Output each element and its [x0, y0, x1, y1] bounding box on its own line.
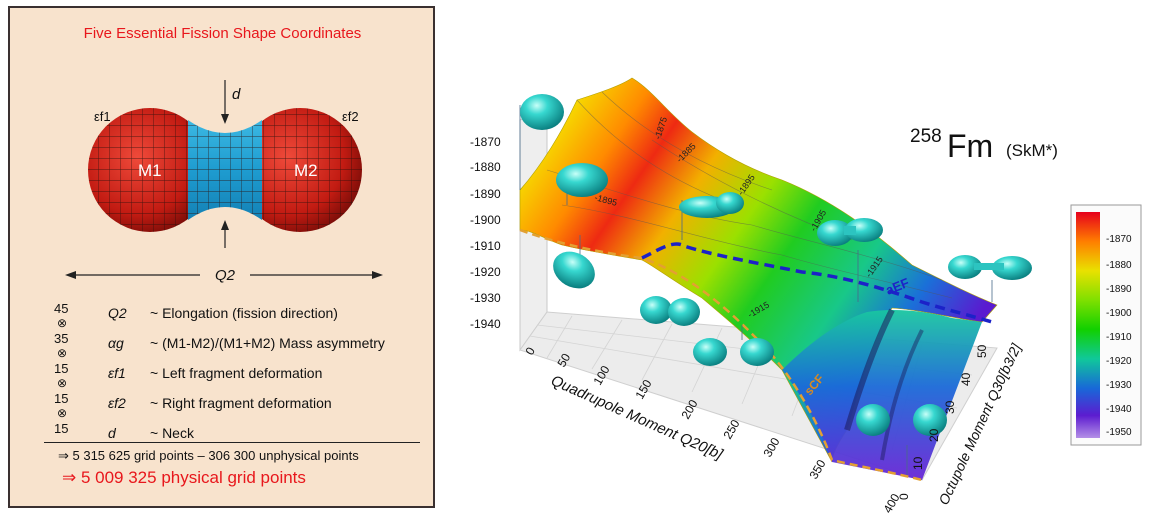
energy-surface: [519, 77, 998, 463]
spherical-shape: [520, 94, 564, 130]
coordinate-row: 15 d ~ Neck: [10, 421, 435, 451]
grid-count: 35: [54, 331, 69, 346]
necked-shape: [817, 218, 883, 246]
prolate-shape: [556, 163, 608, 197]
y-tick: 30: [943, 400, 957, 414]
y-tick: 0: [897, 493, 911, 500]
divider: [44, 442, 420, 443]
coordinate-description: ~ Right fragment deformation: [150, 395, 332, 411]
coordinate-row: 15 ⊗ εf2 ~ Right fragment deformation: [10, 391, 435, 421]
z-tick: -1920: [470, 265, 501, 279]
y-tick: 20: [927, 428, 941, 442]
pes-plot: -1875 -1885 -1895 -1895 -1905 -1915 -191…: [470, 77, 1142, 516]
eps-f1-label: εf1: [94, 109, 111, 124]
fragment-right-shape: [913, 404, 947, 436]
shape-coordinates-panel: Five Essential Fission Shape Coordinates…: [8, 6, 435, 508]
z-tick: -1880: [470, 160, 501, 174]
colorbar-tick: -1920: [1106, 356, 1132, 367]
colorbar-tick: -1950: [1106, 427, 1132, 438]
eps-f2-label: εf2: [342, 109, 359, 124]
coordinate-symbol: Q2: [108, 305, 127, 321]
grid-count: 15: [54, 391, 69, 406]
functional-label: (SkM*): [1006, 141, 1058, 160]
nuclear-shape-insets: [520, 94, 1032, 436]
q2-axis-label: Q2: [215, 267, 236, 284]
coordinate-symbol: εf1: [108, 365, 126, 381]
fission-valley: [782, 310, 982, 480]
x-tick: 50: [554, 351, 573, 370]
coordinate-symbol: d: [108, 425, 116, 441]
m1-label: M1: [138, 161, 162, 180]
x-tick: 300: [760, 435, 782, 460]
physical-grid-points: ⇒ 5 009 325 physical grid points: [62, 468, 306, 487]
grid-points-summary: ⇒ 5 315 625 grid points – 306 300 unphys…: [58, 448, 359, 463]
z-tick: -1900: [470, 213, 501, 227]
coordinate-symbol: εf2: [108, 395, 126, 411]
x-tick: 350: [806, 457, 828, 482]
nucleus-mass-number: 258: [910, 126, 942, 147]
coordinate-row: 35 ⊗ αg ~ (M1-M2)/(M1+M2) Mass asymmetry: [10, 331, 435, 361]
fission-shape-diagram: d M1 M2 εf1 εf2 Q2: [65, 80, 383, 284]
coordinate-description: ~ Left fragment deformation: [150, 365, 323, 381]
asymmetric-fission-path: [641, 242, 993, 324]
z-tick: -1910: [470, 239, 501, 253]
elongated-shape: [679, 192, 744, 218]
coordinate-description: ~ Elongation (fission direction): [150, 305, 338, 321]
colorbar-tick: -1870: [1106, 234, 1132, 245]
colorbar-tick: -1890: [1106, 284, 1132, 295]
z-tick: -1940: [470, 317, 501, 331]
grid-count: 45: [54, 301, 69, 316]
grid-count: 15: [54, 361, 69, 376]
colorbar-tick: -1940: [1106, 404, 1132, 415]
coordinate-row: 45 ⊗ Q2 ~ Elongation (fission direction): [10, 301, 435, 331]
y-tick: 50: [975, 344, 989, 358]
coordinate-row: 15 ⊗ εf1 ~ Left fragment deformation: [10, 361, 435, 391]
y-tick: 40: [959, 372, 973, 386]
dumbbell-shape: [640, 296, 700, 326]
tensor-product-symbol: ⊗: [57, 346, 68, 360]
z-tick: -1870: [470, 135, 501, 149]
tensor-product-symbol: ⊗: [57, 316, 68, 330]
tensor-product-symbol: ⊗: [57, 376, 68, 390]
colorbar-tick: -1930: [1106, 380, 1132, 391]
colorbar-tick: -1910: [1106, 332, 1132, 343]
coordinate-description: ~ Neck: [150, 425, 194, 441]
coordinate-symbol: αg: [108, 335, 124, 351]
coordinate-description: ~ (M1-M2)/(M1+M2) Mass asymmetry: [150, 335, 385, 351]
m2-label: M2: [294, 161, 318, 180]
z-tick: -1930: [470, 291, 501, 305]
energy-axis: -1870 -1880 -1890 -1900 -1910 -1920 -193…: [470, 135, 501, 331]
panel-title: Five Essential Fission Shape Coordinates: [83, 25, 362, 42]
symmetric-fission-path: [519, 228, 923, 482]
nucleus-symbol: Fm: [947, 128, 993, 164]
colorbar-ticks: -1870 -1880 -1890 -1900 -1910 -1920 -193…: [1106, 234, 1132, 438]
z-tick: -1890: [470, 187, 501, 201]
y-tick: 10: [911, 456, 925, 470]
deformed-shape: [553, 251, 595, 289]
tensor-product-symbol: ⊗: [57, 406, 68, 420]
fragment-left-shape: [856, 404, 890, 436]
colorbar-tick: -1900: [1106, 308, 1132, 319]
colorbar-gradient: [1076, 212, 1100, 438]
split-fragments-shape: [693, 338, 774, 366]
grid-count: 15: [54, 421, 69, 436]
scission-shape: [948, 255, 1032, 280]
neck-d-label: d: [232, 86, 241, 103]
colorbar-tick: -1880: [1106, 260, 1132, 271]
potential-energy-surface: -1875 -1885 -1895 -1895 -1905 -1915 -191…: [452, 40, 1151, 518]
